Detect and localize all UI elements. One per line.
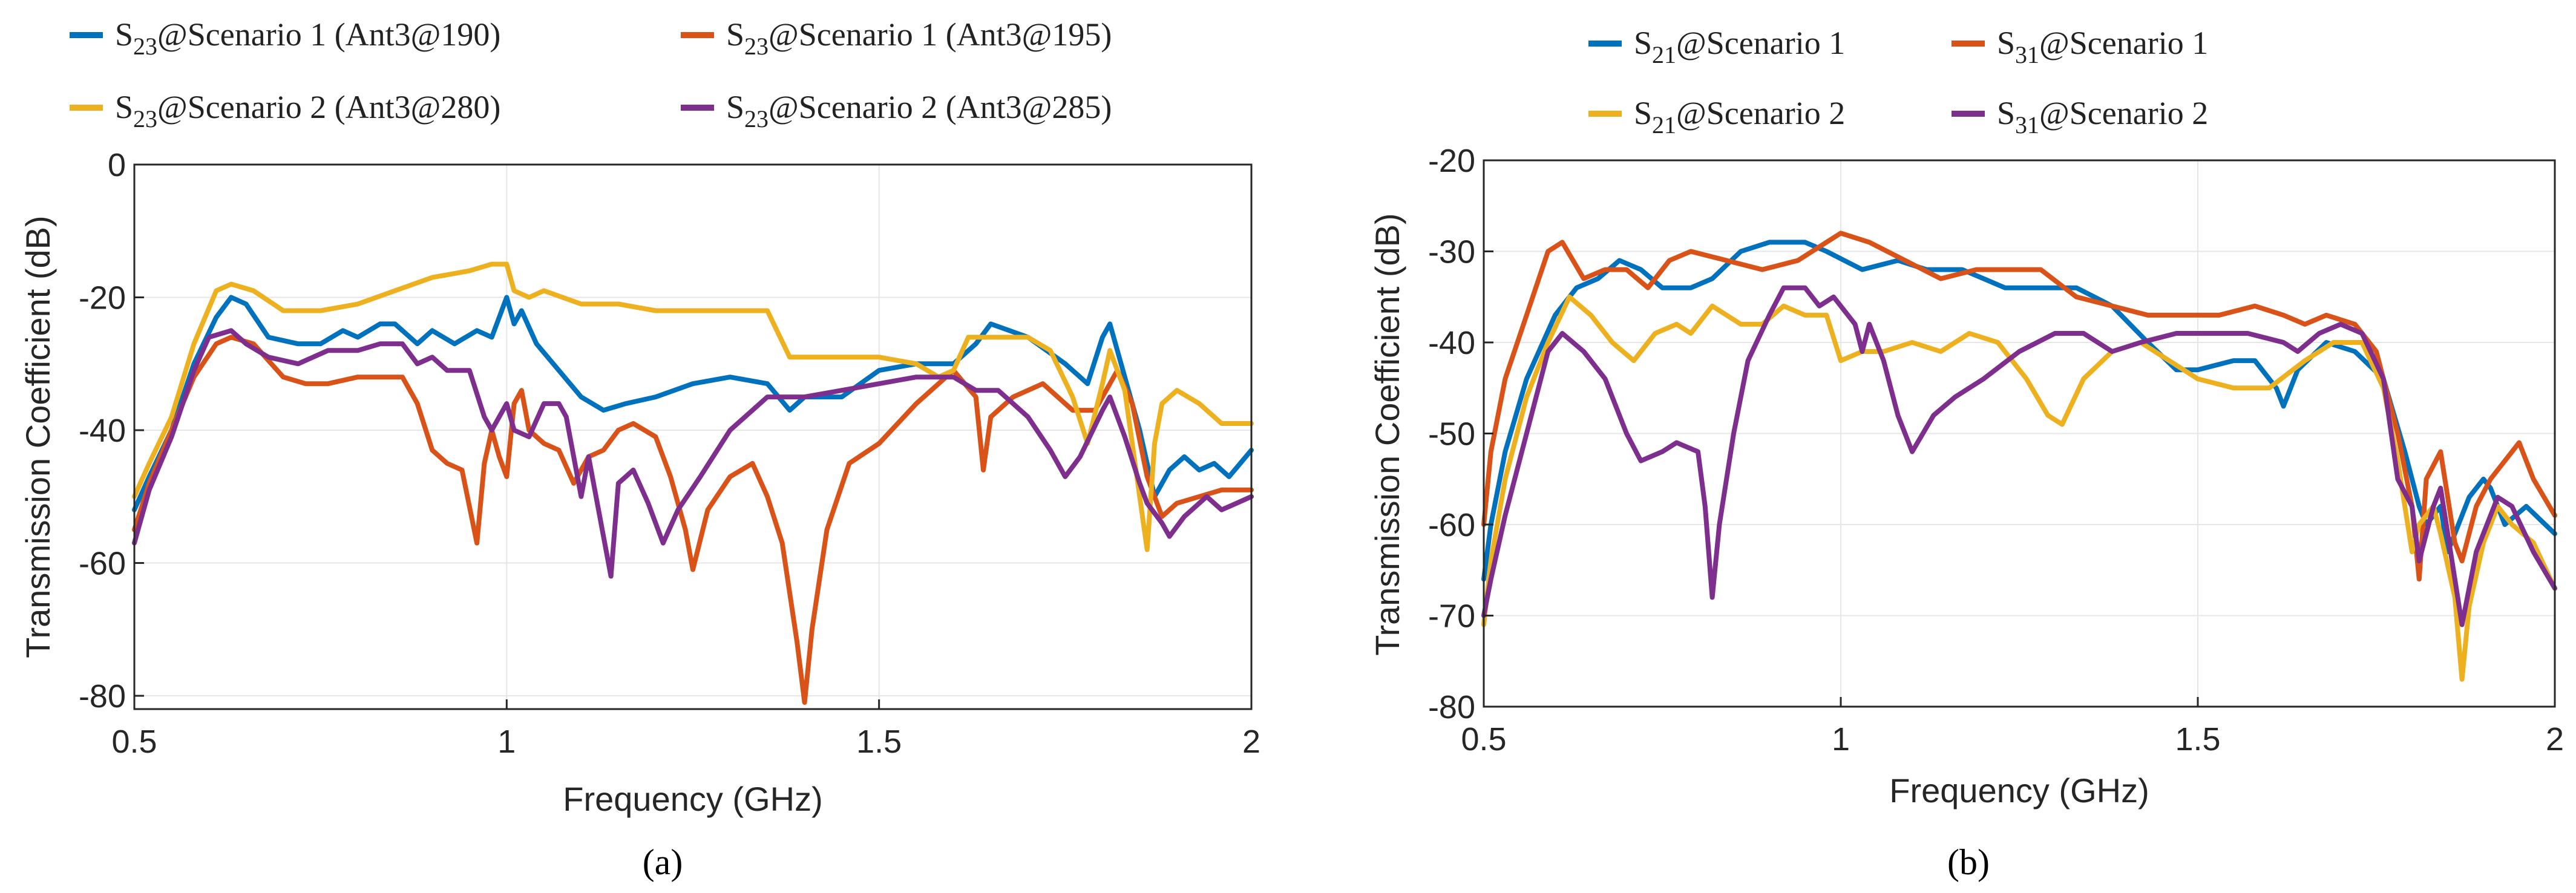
- y-axis-label-a: Transmission Coefficient (dB): [19, 215, 57, 658]
- y-tick-label-b: -80: [1428, 689, 1475, 725]
- y-tick-label-a: -80: [79, 678, 126, 715]
- legend-b-text-1: S21@Scenario 1: [1634, 25, 1845, 68]
- y-tick-label-b: -50: [1428, 416, 1475, 453]
- series-line-a-2: [132, 335, 1254, 705]
- y-axis-label-b: Transmission Coefficient (dB): [1368, 213, 1406, 655]
- legend-a-text-4: S23@Scenario 2 (Ant3@285): [726, 89, 1112, 132]
- y-tick-label-b: -40: [1428, 325, 1475, 361]
- legend-b-text-3: S21@Scenario 2: [1634, 95, 1845, 139]
- legend-a-entry-4: S23@Scenario 2 (Ant3@285): [681, 89, 1112, 132]
- panel-label-b: (b): [1947, 842, 1990, 882]
- y-tick-label-b: -30: [1428, 234, 1475, 270]
- series-line-b-3: [1481, 294, 2557, 682]
- y-tick-label-a: -60: [79, 546, 126, 582]
- y-tick-label-b: -60: [1428, 507, 1475, 543]
- series-line-b-4: [1481, 285, 2557, 627]
- legend-b: S21@Scenario 1 S31@Scenario 1 S21@Scenar…: [1588, 25, 2208, 139]
- legend-a-entry-3: S23@Scenario 2 (Ant3@280): [70, 89, 500, 132]
- legend-b-entry-4: S31@Scenario 2: [1952, 95, 2208, 139]
- legend-a-entry-1: S23@Scenario 1 (Ant3@190): [70, 16, 500, 60]
- legend-b-entry-1: S21@Scenario 1: [1588, 25, 1845, 68]
- ticks-a: 0.5 1 1.5 2 0 -20 -40 -60 -80: [79, 147, 1260, 760]
- x-tick-label-a: 1.5: [856, 724, 902, 760]
- y-tick-label-b: -20: [1428, 143, 1475, 179]
- ticks-b: 0.5 1 1.5 2 -20 -30 -40 -50 -60 -70 -80: [1428, 143, 2564, 757]
- series-line-a-3: [132, 261, 1254, 552]
- panel-a: S23@Scenario 1 (Ant3@190) S23@Scenario 1…: [19, 16, 1260, 882]
- x-tick-label-a: 0.5: [111, 724, 157, 760]
- x-tick-label-b: 0.5: [1461, 721, 1506, 757]
- x-axis-label-b: Frequency (GHz): [1889, 771, 2149, 810]
- x-tick-label-b: 1.5: [2175, 721, 2220, 757]
- plot-area-a: [133, 163, 1253, 710]
- series-line-a-4: [132, 328, 1254, 579]
- panel-b: S21@Scenario 1 S31@Scenario 1 S21@Scenar…: [1368, 25, 2564, 882]
- x-tick-label-b: 2: [2546, 721, 2564, 757]
- legend-b-entry-2: S31@Scenario 1: [1952, 25, 2208, 68]
- x-tick-label-a: 1: [497, 724, 516, 760]
- x-tick-label-a: 2: [1242, 724, 1260, 760]
- legend-b-text-2: S31@Scenario 1: [1997, 25, 2208, 68]
- legend-a-text-1: S23@Scenario 1 (Ant3@190): [115, 16, 500, 60]
- x-tick-label-b: 1: [1832, 721, 1850, 757]
- panel-label-a: (a): [643, 842, 683, 882]
- legend-a-text-3: S23@Scenario 2 (Ant3@280): [115, 89, 500, 132]
- x-axis-label-a: Frequency (GHz): [563, 780, 822, 818]
- legend-a-text-2: S23@Scenario 1 (Ant3@195): [726, 16, 1112, 60]
- y-tick-label-b: -70: [1428, 598, 1475, 635]
- series-line-a-1: [132, 295, 1254, 512]
- legend-b-text-4: S31@Scenario 2: [1997, 95, 2208, 139]
- y-tick-label-a: -20: [79, 280, 126, 316]
- legend-a: S23@Scenario 1 (Ant3@190) S23@Scenario 1…: [70, 16, 1112, 132]
- y-tick-label-a: 0: [108, 147, 126, 183]
- y-tick-label-a: -40: [79, 413, 126, 449]
- legend-b-entry-3: S21@Scenario 2: [1588, 95, 1845, 139]
- series-b: [1481, 231, 2557, 682]
- legend-a-entry-2: S23@Scenario 1 (Ant3@195): [681, 16, 1112, 60]
- series-a: [132, 261, 1254, 705]
- series-line-b-2: [1481, 231, 2557, 582]
